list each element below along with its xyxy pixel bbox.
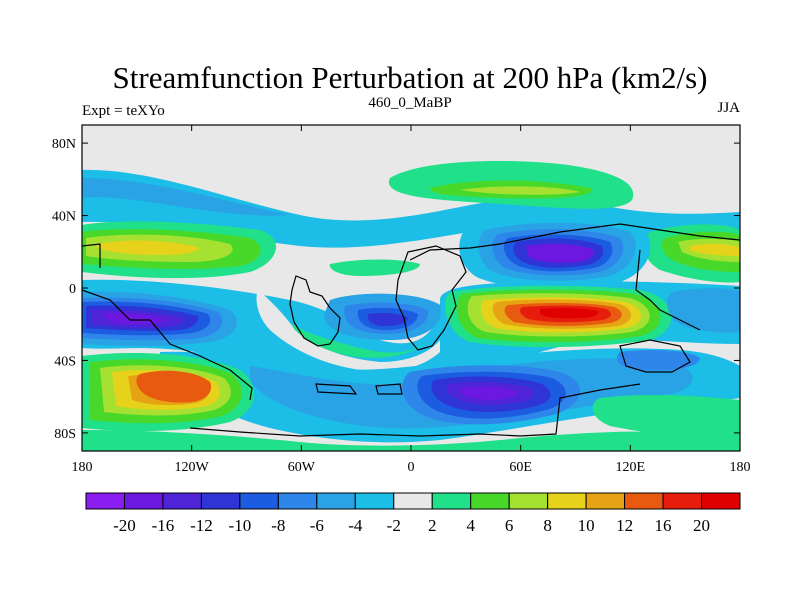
colorbar-label: -10 bbox=[229, 516, 252, 535]
colorbar-label: 16 bbox=[655, 516, 672, 535]
colorbar-label: -12 bbox=[190, 516, 213, 535]
contour-sw-high-6 bbox=[136, 370, 212, 403]
colorbar-swatch bbox=[662, 492, 703, 510]
colorbar-swatch bbox=[393, 492, 433, 510]
contour-north-band-blue bbox=[82, 178, 290, 216]
x-axis: 180 120W 60W 0 60E 120E 180 bbox=[72, 125, 751, 475]
contour-far-east-low bbox=[667, 288, 740, 333]
contour-center-arc bbox=[290, 322, 430, 358]
colorbar-swatch bbox=[123, 492, 164, 510]
colorbar-swatch bbox=[508, 492, 549, 510]
contour-north-yellow bbox=[460, 186, 580, 195]
colorbar-label: -4 bbox=[348, 516, 363, 535]
colorbar-swatch bbox=[701, 492, 741, 510]
colorbar-label: -8 bbox=[271, 516, 285, 535]
y-axis: 80N 40N 0 40S 80S bbox=[52, 137, 740, 442]
contour-field bbox=[82, 125, 740, 451]
colorbar-swatch bbox=[547, 492, 587, 510]
contour-west-positive-4 bbox=[96, 240, 200, 256]
colorbar-label: 4 bbox=[466, 516, 475, 535]
season-label: JJA bbox=[717, 100, 740, 116]
colorbar: -20 -16 -12 -10 -8 -6 -4 -2 2 4 6 8 10 12 16 20 bbox=[85, 492, 741, 535]
coastline-africa bbox=[395, 245, 467, 351]
contour-center-low-4 bbox=[367, 313, 408, 326]
colorbar-label: -6 bbox=[310, 516, 324, 535]
colorbar-swatch bbox=[585, 492, 626, 510]
x-tick-label: 120W bbox=[175, 460, 210, 475]
plot-title: Streamfunction Perturbation at 200 hPa (… bbox=[112, 60, 708, 95]
colorbar-label: 20 bbox=[693, 516, 710, 535]
x-tick-label: 120E bbox=[616, 460, 646, 475]
contour-center-arc-2 bbox=[256, 290, 440, 372]
contour-south-green bbox=[82, 430, 740, 451]
contour-se-low bbox=[616, 350, 700, 371]
coastline-australia bbox=[619, 339, 691, 373]
contour-nc-low-6 bbox=[526, 243, 595, 263]
colorbar-label: -2 bbox=[387, 516, 401, 535]
coastline-south-islands bbox=[315, 383, 403, 395]
colorbar-label: 6 bbox=[505, 516, 514, 535]
y-tick-label: 40S bbox=[54, 354, 76, 369]
colorbar-swatch bbox=[354, 492, 395, 510]
colorbar-swatch bbox=[431, 492, 472, 510]
colorbar-label: 2 bbox=[428, 516, 437, 535]
y-tick-label: 80S bbox=[54, 427, 76, 442]
colorbar-swatch bbox=[200, 492, 241, 510]
y-tick-label: 40N bbox=[52, 210, 76, 225]
x-tick-label: 60E bbox=[509, 460, 532, 475]
contour-central-green bbox=[329, 259, 420, 276]
period-label: 460_0_MaBP bbox=[368, 95, 452, 111]
experiment-label: Expt = teXYo bbox=[82, 103, 165, 119]
colorbar-label: -20 bbox=[113, 516, 136, 535]
colorbar-swatch bbox=[162, 492, 202, 510]
colorbar-swatch bbox=[316, 492, 356, 510]
y-tick-label: 80N bbox=[52, 137, 76, 152]
contour-south-low-5 bbox=[462, 387, 518, 400]
contour-east-high-8 bbox=[540, 307, 599, 319]
coastline-antarctica bbox=[189, 383, 641, 437]
x-tick-label: 180 bbox=[730, 460, 751, 475]
x-tick-label: 60W bbox=[288, 460, 316, 475]
coastlines bbox=[82, 223, 740, 437]
coastline-eurasia bbox=[409, 223, 740, 331]
x-tick-label: 180 bbox=[72, 460, 93, 475]
colorbar-label: 12 bbox=[616, 516, 633, 535]
colorbar-swatch bbox=[85, 492, 125, 510]
colorbar-label: -16 bbox=[152, 516, 175, 535]
colorbar-swatch bbox=[470, 492, 510, 510]
contour-south-green-2 bbox=[592, 394, 740, 440]
colorbar-swatch bbox=[239, 492, 279, 510]
colorbar-swatch bbox=[624, 492, 664, 510]
colorbar-label: 10 bbox=[578, 516, 595, 535]
colorbar-label: 8 bbox=[543, 516, 552, 535]
coastline-south-america bbox=[289, 275, 341, 347]
colorbar-swatch bbox=[277, 492, 318, 510]
y-tick-label: 0 bbox=[69, 282, 76, 297]
x-tick-label: 0 bbox=[408, 460, 415, 475]
coastline-north-america bbox=[82, 243, 253, 401]
contour-east-positive-4 bbox=[690, 243, 740, 256]
